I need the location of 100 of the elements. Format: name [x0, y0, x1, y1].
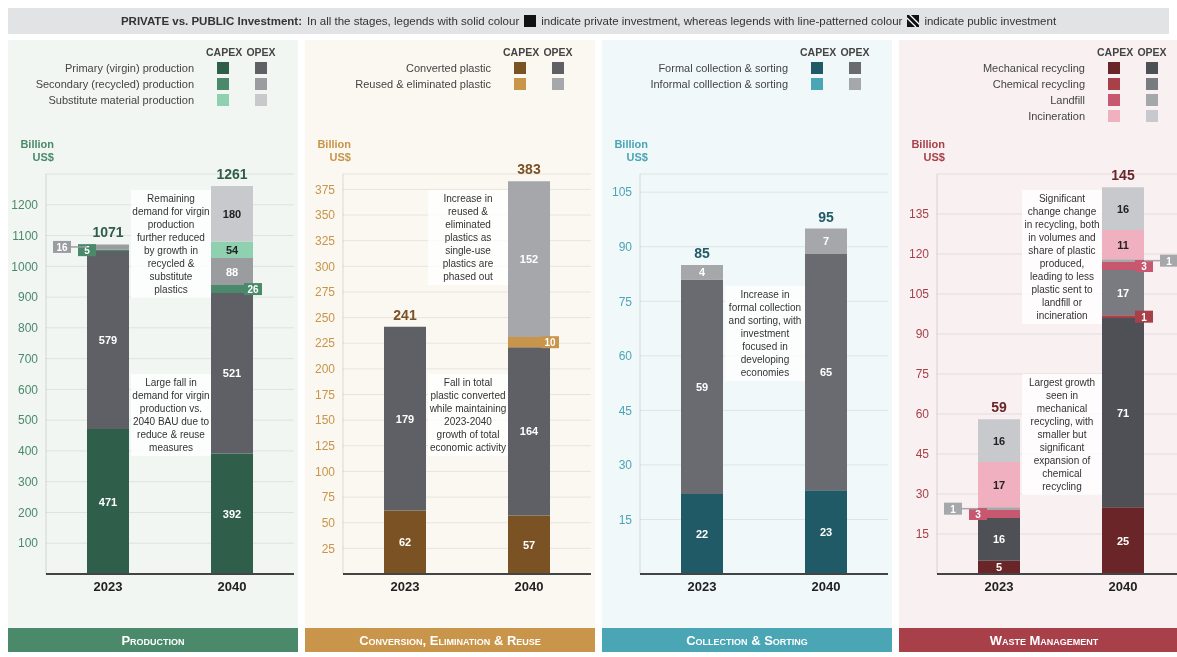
data-label: 5: [995, 561, 1003, 574]
x-tick-label: 2023: [687, 579, 717, 595]
text: CAPEX: [206, 46, 243, 58]
total-label: 95: [818, 208, 834, 225]
x-tick-label: 2040: [1108, 579, 1138, 595]
text: CAPEX: [1097, 46, 1134, 58]
y-tick-label: 1100: [12, 228, 39, 243]
y-axis-title: Billion US$: [19, 138, 54, 164]
bar: [211, 258, 253, 286]
data-label: 3: [975, 509, 982, 520]
y-tick-label: 90: [618, 239, 633, 254]
bar: [211, 186, 253, 242]
y-tick-label: 30: [618, 458, 633, 473]
y-tick-label: 350: [314, 208, 336, 223]
text: PRIVATE vs. PUBLIC Investment:: [120, 15, 302, 27]
data-label: 54: [225, 243, 239, 256]
bar: [87, 429, 129, 574]
bar: [508, 181, 550, 338]
bar: [681, 279, 723, 494]
bar: [978, 462, 1020, 508]
y-tick-label: 15: [618, 512, 633, 527]
y-axis-title: Billion US$: [910, 138, 945, 164]
text: Production: [8, 628, 298, 652]
data-label: 23: [819, 526, 833, 539]
data-label: 17: [1116, 286, 1130, 299]
data-label: 5: [84, 245, 91, 257]
data-label: 164: [519, 425, 540, 438]
y-tick-label: 120: [908, 247, 930, 262]
text: indicate public investment: [924, 15, 1057, 27]
data-label: 4: [698, 266, 706, 279]
bar: [978, 419, 1020, 462]
bar: [211, 453, 253, 574]
text: Collection & Sorting: [602, 628, 892, 652]
data-label: 7: [822, 235, 830, 248]
y-tick-label: 50: [321, 515, 336, 530]
legend-label: Mechanical recycling: [981, 62, 1086, 74]
bar: [805, 228, 847, 254]
data-label: 1: [950, 503, 957, 515]
bar: [508, 347, 550, 516]
x-tick-label: 2040: [217, 579, 247, 595]
data-label: 3: [1141, 261, 1148, 272]
y-tick-label: 125: [314, 439, 336, 454]
data-label: 22: [695, 528, 709, 540]
x-tick-label: 2040: [811, 579, 841, 595]
y-tick-label: 150: [314, 413, 336, 428]
data-label: 392: [222, 507, 242, 520]
data-label: 16: [56, 241, 68, 253]
annotation: Fall in total plastic converted while maintaining 2023-2040 growth of total economic activity: [428, 374, 508, 456]
text: Waste Management: [899, 628, 1177, 652]
y-tick-label: 175: [314, 387, 336, 402]
legend-label: Converted plastic: [405, 62, 492, 74]
total-label: 383: [517, 161, 541, 178]
y-tick-label: 600: [17, 382, 39, 397]
x-tick-label: 2040: [514, 579, 544, 595]
text: Largest growth seen in mechanical recycling, with smaller but significant expansion of chemical recycling: [1028, 377, 1096, 492]
bar: [681, 264, 723, 280]
legend-label: Chemical recycling: [991, 78, 1086, 90]
data-label: 62: [398, 536, 412, 549]
y-tick-label: 700: [17, 351, 39, 366]
data-label: 65: [819, 366, 833, 379]
y-tick-label: 275: [314, 285, 336, 300]
total-label: 59: [991, 399, 1007, 416]
y-tick-label: 45: [618, 403, 633, 418]
data-label: 16: [992, 533, 1006, 546]
text: In all the stages, legends with solid colour: [306, 15, 520, 27]
total-label: 241: [393, 306, 417, 323]
y-tick-label: 45: [915, 447, 930, 462]
x-tick-label: 2023: [984, 579, 1014, 595]
text: OPEX: [542, 46, 574, 58]
data-label: 10: [544, 337, 556, 349]
y-tick-label: 200: [17, 505, 39, 520]
y-tick-label: 75: [915, 367, 930, 382]
data-label: 25: [1116, 534, 1130, 547]
y-tick-label: 60: [915, 407, 930, 422]
data-label: 88: [225, 265, 239, 278]
data-label: 521: [222, 367, 242, 380]
y-tick-label: 225: [314, 336, 336, 351]
text: OPEX: [1136, 46, 1168, 58]
text: CAPEX: [800, 46, 837, 58]
bar: [978, 518, 1020, 561]
y-tick-label: 100: [314, 464, 336, 479]
text: OPEX: [839, 46, 871, 58]
y-tick-label: 900: [17, 290, 39, 305]
annotation: Large fall in demand for virgin production vs. 2040 BAU due to reduce & reuse measures: [131, 374, 211, 456]
y-tick-label: 105: [611, 185, 633, 200]
total-label: 145: [1111, 167, 1135, 184]
bar: [1102, 187, 1144, 230]
bar: [508, 515, 550, 574]
legend-label: Informal colllection & sorting: [649, 78, 789, 90]
y-tick-label: 400: [17, 444, 39, 459]
text: Conversion, Elimination & Reuse: [305, 628, 595, 652]
data-label: 180: [222, 207, 242, 220]
y-tick-label: 30: [915, 487, 930, 502]
y-tick-label: 300: [314, 259, 336, 274]
bar: [1102, 270, 1144, 316]
y-tick-label: 250: [314, 310, 336, 325]
bar: [211, 241, 253, 258]
legend-label: Primary (virgin) production: [64, 62, 195, 74]
y-tick-label: 300: [17, 474, 39, 489]
data-label: 59: [695, 380, 709, 393]
